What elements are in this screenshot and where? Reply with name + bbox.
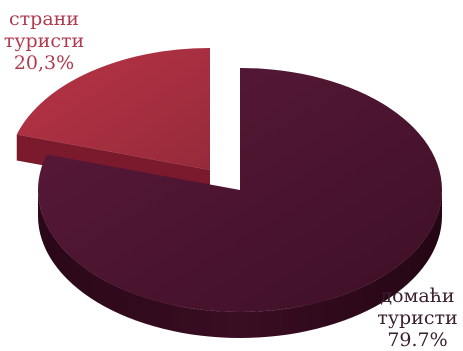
slice-label-foreign-tourists: страни туристи 20,3% (0, 8, 88, 74)
slice-top-face (37, 68, 443, 312)
slice-side-wall (38, 190, 442, 338)
pie-slice-domestic-tourists (37, 68, 443, 338)
slice-value-label: 20,3% (13, 52, 75, 74)
slice-label-line2: туристи (3, 30, 85, 52)
slice-label-line1: домаћи (380, 285, 455, 307)
slice-label-domestic-tourists: домаћи туристи 79.7% (372, 285, 463, 351)
pie-slices (16, 48, 443, 338)
slice-label-line2: туристи (377, 307, 458, 329)
slice-label-line1: страни (9, 8, 79, 30)
slice-top-face (16, 48, 210, 170)
slice-value-label: 79.7% (387, 329, 448, 351)
